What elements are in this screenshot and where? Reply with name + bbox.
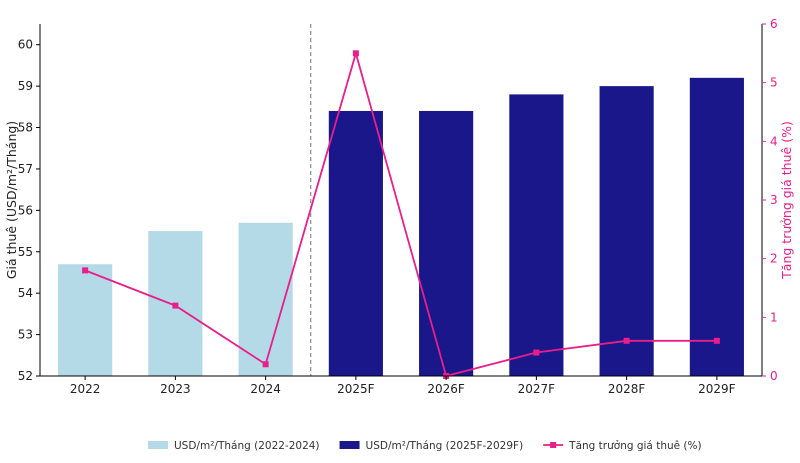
- legend: USD/m²/Tháng (2022-2024) USD/m²/Tháng (20…: [148, 440, 702, 452]
- y2-tick-label: 2: [770, 252, 778, 266]
- bar-2028f: [599, 86, 654, 376]
- x-tick-label: 2029F: [698, 382, 736, 396]
- legend-label-2: Tăng trưởng giá thuê (%): [568, 440, 701, 452]
- bar-2027f: [509, 94, 564, 377]
- bar-2026f: [419, 110, 474, 376]
- x-tick-label: 2025F: [337, 382, 375, 396]
- bars-layer: [58, 77, 744, 377]
- growth-line: [84, 50, 717, 378]
- x-tick-label: 2022: [70, 382, 101, 396]
- legend-swatch-0: [148, 441, 168, 449]
- growth-point-2027f: [533, 349, 540, 356]
- y-tick-label: 58: [18, 121, 33, 135]
- x-tick-label: 2023: [160, 382, 191, 396]
- y-tick-label: 59: [18, 79, 33, 93]
- bar-2022: [58, 264, 113, 376]
- y-tick-label: 53: [18, 328, 33, 342]
- y2-tick-label: 5: [770, 76, 778, 90]
- growth-point-2029f: [713, 337, 720, 344]
- legend-marker: [550, 442, 557, 448]
- x-tick-label: 2027F: [518, 382, 556, 396]
- y-axis-title: Giá thuê (USD/m²/Tháng): [4, 121, 19, 279]
- y2-tick-label: 6: [770, 17, 778, 31]
- y2-tick-label: 0: [770, 369, 778, 383]
- y2-tick-label: 4: [770, 134, 778, 148]
- y-tick-label: 60: [18, 38, 33, 52]
- y2-axis-title: Tăng trưởng giá thuê (%): [779, 121, 794, 280]
- x-tick-label: 2024: [250, 382, 281, 396]
- legend-swatch-1: [339, 441, 360, 449]
- y-tick-label: 57: [18, 162, 33, 176]
- y-tick-label: 56: [18, 203, 33, 217]
- legend-label-1: USD/m²/Tháng (2025F-2029F): [366, 440, 524, 452]
- legend-label-0: USD/m²/Tháng (2022-2024): [174, 440, 320, 452]
- growth-point-2023: [172, 302, 179, 309]
- bar-2029f: [689, 77, 744, 376]
- y2-tick-label: 1: [770, 310, 778, 324]
- y-tick-label: 52: [18, 369, 33, 383]
- x-tick-label: 2026F: [427, 382, 465, 396]
- bar-2025f: [328, 110, 383, 376]
- y2-tick-label: 3: [770, 193, 778, 207]
- growth-point-2024: [262, 361, 269, 368]
- y-tick-label: 55: [18, 245, 33, 259]
- x-tick-label: 2028F: [608, 382, 646, 396]
- growth-point-2028f: [623, 337, 630, 344]
- growth-point-2025f: [352, 50, 359, 57]
- growth-point-2022: [82, 267, 89, 274]
- y-tick-label: 54: [18, 286, 33, 300]
